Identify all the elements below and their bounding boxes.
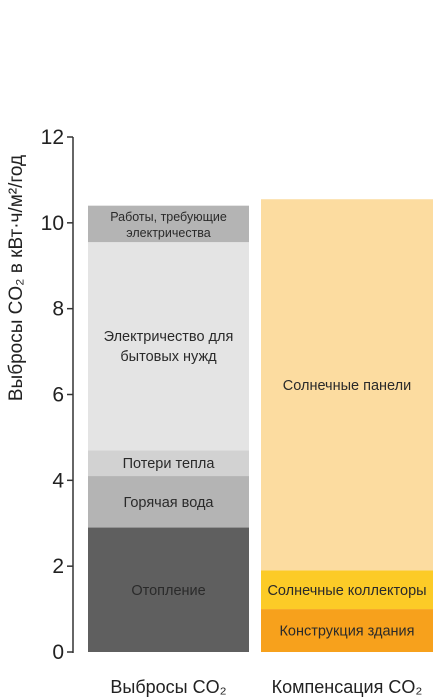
bar-segment-2-1: [261, 609, 433, 652]
segment-label-2-1: Конструкция здания: [279, 624, 414, 640]
bar-segment-1-1: [88, 527, 249, 652]
segment-label-1-2: Горячая вода: [123, 495, 214, 511]
bar-segment-1-5: [88, 205, 249, 243]
segment-label-line: Работы, требующие: [110, 210, 227, 224]
segment-labels-group: Отопление Горячая вода Потери тепла Электри…: [104, 210, 427, 640]
bar-segment-1-3: [88, 450, 249, 477]
category-label-2: Компенсация CO₂: [272, 677, 423, 697]
y-tick-label: 12: [41, 126, 64, 149]
segment-label-line: Горячая вода: [123, 495, 214, 511]
y-tick-label: 0: [52, 641, 64, 664]
bar-segment-1-4: [88, 242, 249, 451]
bar-segment-1-2: [88, 476, 249, 528]
segment-label-line: электричества: [126, 226, 211, 240]
y-axis: 0 2 4 6 8 10 12: [41, 126, 74, 664]
bar-segment-2-3: [261, 199, 433, 571]
segment-label-1-5: Работы, требующие электричества: [110, 210, 227, 240]
y-axis-label: Выбросы CO₂ в кВт·ч/м²/год: [6, 155, 27, 401]
bars-group: [88, 199, 433, 652]
segment-label-line: Конструкция здания: [279, 624, 414, 640]
category-label-1: Выбросы CO₂: [110, 677, 226, 697]
segment-label-line: Солнечные коллекторы: [267, 583, 426, 599]
y-tick-label: 4: [52, 469, 64, 492]
y-tick-label: 10: [41, 212, 64, 235]
segment-label-line: Потери тепла: [123, 456, 216, 472]
segment-label-1-1: Отопление: [131, 583, 205, 599]
segment-label-line: Электричество для: [104, 329, 234, 345]
segment-label-line: Отопление: [131, 583, 205, 599]
segment-label-1-4: Электричество для бытовых нужд: [104, 329, 234, 365]
segment-label-1-3: Потери тепла: [123, 456, 216, 472]
segment-label-2-2: Солнечные коллекторы: [267, 583, 426, 599]
category-labels-group: Выбросы CO₂ Компенсация CO₂: [110, 677, 422, 697]
segment-label-2-3: Солнечные панели: [283, 378, 411, 394]
bar-segment-2-2: [261, 570, 433, 610]
segment-label-line: Солнечные панели: [283, 378, 411, 394]
y-tick-label: 8: [52, 298, 64, 321]
y-tick-label: 6: [52, 384, 64, 407]
segment-label-line: бытовых нужд: [120, 349, 217, 365]
y-tick-label: 2: [52, 555, 64, 578]
